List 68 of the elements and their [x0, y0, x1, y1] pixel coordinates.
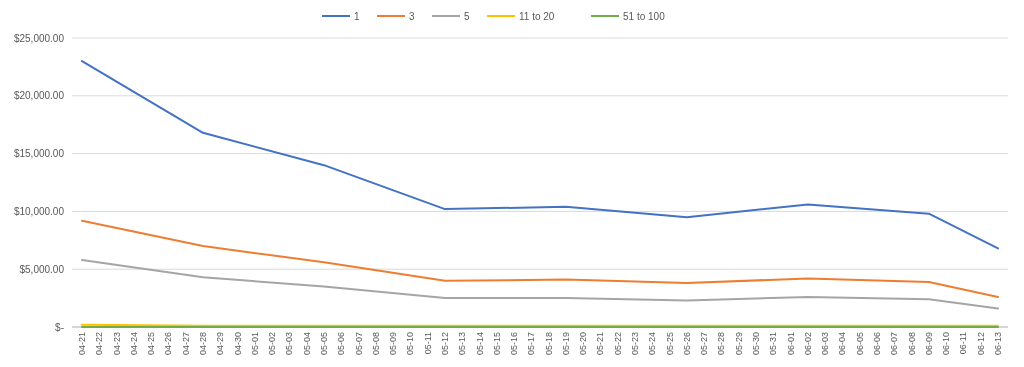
x-tick-label: 04-25 — [146, 332, 157, 356]
y-tick-label: $15,000.00 — [13, 148, 65, 160]
x-tick-label: 04-28 — [197, 332, 208, 356]
x-tick-label: 06-01 — [785, 332, 796, 356]
x-tick-label: 05-09 — [388, 332, 399, 356]
x-tick-label: 04-27 — [180, 332, 191, 356]
legend-label: 5 — [464, 10, 470, 22]
x-tick-label: 05-19 — [560, 332, 571, 356]
legend-label: 11 to 20 — [519, 10, 555, 22]
x-tick-label: 05-15 — [491, 332, 502, 356]
x-tick-label: 06-11 — [958, 332, 969, 355]
x-tick-label: 06-02 — [802, 332, 813, 356]
x-tick-label: 06-06 — [872, 332, 883, 356]
x-tick-label: 05-27 — [699, 332, 710, 356]
x-tick-label: 05-02 — [267, 332, 278, 356]
x-tick-label: 04-26 — [163, 332, 174, 356]
x-tick-label: 05-08 — [370, 332, 381, 356]
x-tick-label: 04-29 — [215, 332, 226, 356]
x-tick-label: 05-12 — [439, 332, 450, 356]
x-tick-label: 05-01 — [249, 332, 260, 356]
x-tick-label: 05-28 — [716, 332, 727, 356]
x-tick-label: 05-07 — [353, 332, 364, 356]
x-tick-label: 05-10 — [405, 332, 416, 356]
x-tick-label: 06-05 — [854, 332, 865, 356]
x-tick-label: 05-22 — [612, 332, 623, 356]
x-tick-label: 05-03 — [284, 332, 295, 356]
x-tick-label: 05-30 — [751, 332, 762, 356]
x-tick-label: 05-20 — [578, 332, 589, 356]
y-tick-label: $5,000.00 — [19, 263, 65, 275]
x-tick-label: 05-23 — [630, 332, 641, 356]
x-tick-label: 05-04 — [301, 332, 312, 356]
x-tick-label: 05-14 — [474, 332, 485, 356]
line-series — [81, 219, 999, 298]
x-tick-label: 05-21 — [595, 332, 606, 356]
x-tick-label: 05-06 — [336, 332, 347, 356]
y-tick-label: $20,000.00 — [13, 90, 65, 102]
x-tick-label: 05-16 — [509, 332, 520, 356]
x-tick-label: 05-26 — [681, 332, 692, 356]
x-tick-label: 05-05 — [318, 332, 329, 356]
x-tick-label: 05-29 — [733, 332, 744, 356]
x-tick-label: 06-07 — [889, 332, 900, 356]
x-tick-label: 05-25 — [664, 332, 675, 356]
x-tick-label: 04-24 — [128, 332, 139, 356]
x-tick-label: 05-11 — [422, 332, 433, 355]
line-series — [81, 60, 999, 250]
legend-label: 3 — [409, 10, 415, 22]
x-tick-label: 05-18 — [543, 332, 554, 356]
y-tick-label: $10,000.00 — [13, 205, 65, 217]
x-tick-label: 04-23 — [111, 332, 122, 356]
x-tick-label: 06-12 — [975, 332, 986, 356]
x-tick-label: 06-08 — [906, 332, 917, 356]
x-tick-label: 06-04 — [837, 332, 848, 356]
x-tick-label: 04-30 — [232, 332, 243, 356]
y-tick-label: $- — [55, 321, 64, 333]
x-tick-label: 06-03 — [820, 332, 831, 356]
x-tick-label: 04-21 — [77, 332, 87, 356]
legend-label: 51 to 100 — [623, 10, 666, 22]
legend-label: 1 — [354, 10, 360, 22]
x-tick-label: 05-31 — [768, 332, 779, 356]
x-tick-label: 05-17 — [526, 332, 537, 356]
line-series — [81, 258, 999, 310]
y-tick-label: $25,000.00 — [13, 32, 65, 44]
x-tick-label: 06-10 — [941, 332, 952, 356]
x-tick-label: 06-09 — [923, 332, 934, 356]
x-tick-label: 06-13 — [993, 332, 1003, 356]
x-tick-label: 04-22 — [94, 332, 105, 356]
x-tick-label: 05-13 — [457, 332, 468, 356]
x-tick-label: 05-24 — [647, 332, 658, 356]
